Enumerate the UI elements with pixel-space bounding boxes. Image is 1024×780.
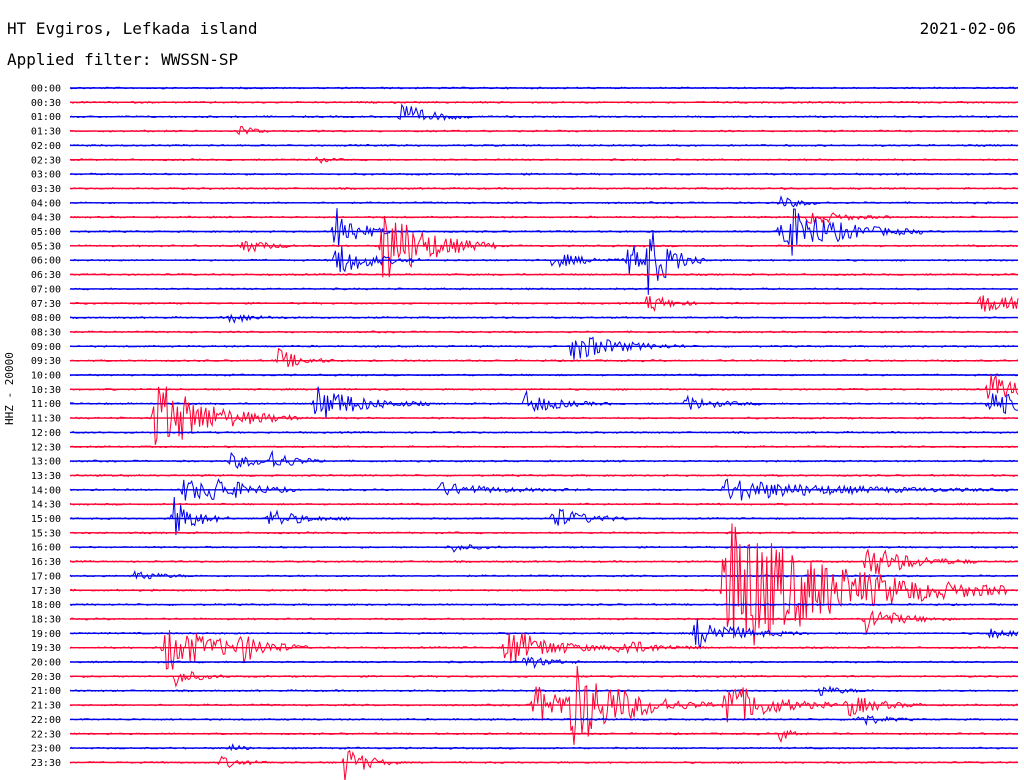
time-tick-label: 15:30 [31, 528, 61, 539]
time-tick-label: 22:30 [31, 729, 61, 740]
time-tick-label: 18:00 [31, 600, 61, 611]
time-tick-label: 01:30 [31, 127, 61, 138]
time-tick-label: 10:00 [31, 371, 61, 382]
time-tick-label: 02:00 [31, 141, 61, 152]
time-tick-label: 16:00 [31, 543, 61, 554]
time-tick-label: 03:30 [31, 184, 61, 195]
time-tick-label: 10:30 [31, 385, 61, 396]
trace-line [69, 336, 1019, 360]
time-tick-label: 23:30 [31, 758, 61, 769]
station-title: HT Evgiros, Lefkada island [7, 19, 258, 38]
time-tick-label: 04:30 [31, 213, 61, 224]
time-tick-label: 12:00 [31, 428, 61, 439]
trace-line [69, 671, 1019, 688]
time-tick-label: 00:00 [31, 84, 61, 95]
trace-line [69, 212, 1019, 225]
time-tick-label: 04:00 [31, 198, 61, 209]
time-tick-label: 07:30 [31, 299, 61, 310]
trace-line [69, 216, 1019, 278]
trace-line [69, 449, 1019, 470]
trace-line [69, 374, 1019, 399]
time-tick-label: 21:30 [31, 701, 61, 712]
trace-line [70, 386, 1019, 419]
time-tick-label: 20:00 [31, 658, 61, 669]
time-tick-label: 15:00 [31, 514, 61, 525]
time-tick-label: 02:30 [31, 155, 61, 166]
trace-line [69, 195, 1018, 208]
time-tick-label: 08:30 [31, 327, 61, 338]
time-tick-label: 17:00 [31, 571, 61, 582]
trace-line [69, 523, 1019, 646]
time-tick-label: 09:30 [31, 356, 61, 367]
time-tick-label: 14:30 [31, 500, 61, 511]
trace-line [69, 743, 1019, 752]
time-tick-label: 13:00 [31, 457, 61, 468]
time-tick-label: 09:00 [31, 342, 61, 353]
time-tick-label: 22:00 [31, 715, 61, 726]
time-tick-labels: 00:00 00:30 01:00 01:30 02:00 02:30 03:00 03:30… [31, 84, 61, 769]
time-tick-label: 11:00 [31, 399, 61, 410]
time-tick-label: 17:30 [31, 586, 61, 597]
time-tick-label: 11:30 [31, 414, 61, 425]
time-tick-label: 08:00 [31, 313, 61, 324]
time-tick-label: 21:00 [31, 686, 61, 697]
time-tick-label: 05:30 [31, 241, 61, 252]
trace-line [69, 544, 1019, 553]
trace-line [69, 749, 1019, 780]
filter-label: Applied filter: WWSSN-SP [7, 50, 239, 69]
trace-line [69, 386, 1019, 445]
time-tick-label: 19:00 [31, 629, 61, 640]
time-tick-label: 00:30 [31, 98, 61, 109]
record-date: 2021-02-06 [919, 19, 1016, 38]
time-tick-label: 06:00 [31, 256, 61, 267]
trace-line [69, 103, 1019, 122]
trace-line [69, 548, 1019, 575]
time-tick-label: 20:30 [31, 672, 61, 683]
trace-line [69, 496, 1019, 536]
time-tick-label: 12:30 [31, 442, 61, 453]
trace-line [69, 729, 1019, 744]
time-tick-label: 06:30 [31, 270, 61, 281]
trace-line [70, 313, 1019, 324]
time-tick-label: 23:00 [31, 744, 61, 755]
time-tick-label: 19:30 [31, 643, 61, 654]
time-tick-label: 18:30 [31, 614, 61, 625]
time-tick-label: 05:00 [31, 227, 61, 238]
trace-line [69, 347, 1019, 368]
trace-line [69, 609, 1019, 634]
time-tick-label: 13:30 [31, 471, 61, 482]
time-tick-label: 16:30 [31, 557, 61, 568]
time-tick-label: 07:00 [31, 284, 61, 295]
time-tick-label: 14:00 [31, 485, 61, 496]
trace-line [69, 478, 1019, 501]
seismic-traces [69, 86, 1019, 780]
time-tick-label: 03:00 [31, 170, 61, 181]
trace-line [69, 231, 1019, 295]
time-tick-label: 01:00 [31, 112, 61, 123]
